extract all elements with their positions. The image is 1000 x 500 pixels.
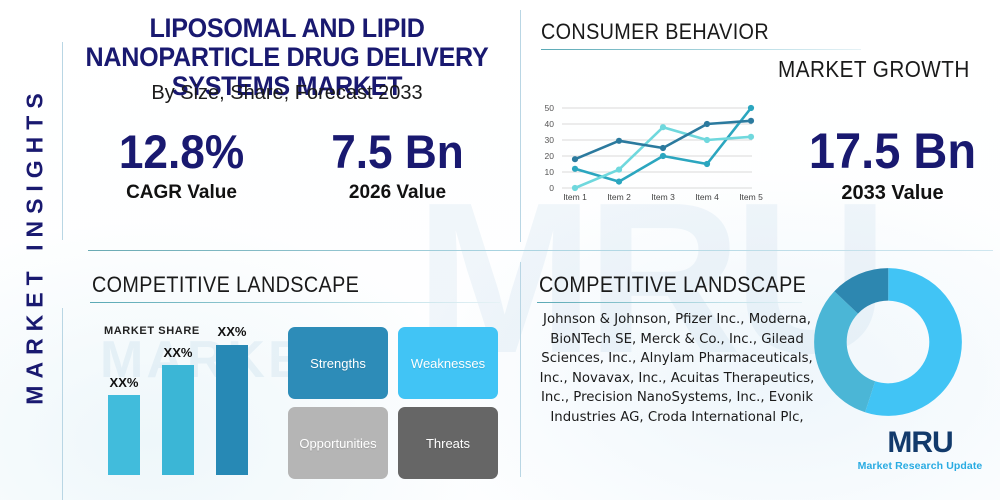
kpi-cagr: 12.8% CAGR Value	[84, 128, 279, 204]
x-tick-item-4: Item 4	[695, 192, 719, 202]
line-chart-svg	[562, 104, 755, 192]
y-tick-30: 30	[544, 135, 554, 145]
line-series-2	[571, 124, 755, 192]
swot-opportunities-label: Opportunities	[299, 435, 377, 451]
bar-2	[162, 365, 194, 475]
page-subtitle: By Size, Share, Forecast 2033	[151, 82, 423, 104]
line-series-3	[571, 104, 755, 185]
market-share-donut-chart	[812, 266, 964, 418]
bar-1-value-label: XX%	[109, 375, 139, 390]
x-tick-item-3: Item 3	[651, 192, 675, 202]
line-series-1	[571, 117, 755, 163]
swot-weaknesses-label: Weaknesses	[410, 355, 486, 371]
kpi-cagr-value: 12.8%	[118, 125, 245, 178]
donut-segment-c	[814, 268, 962, 416]
brand-logo: MRU Market Research Update	[855, 426, 985, 473]
donut-chart-svg	[814, 268, 962, 416]
consumer-behavior-underline	[541, 49, 861, 50]
bar-1	[108, 395, 140, 475]
section-heading-competitive-landscape-left: COMPETITIVE LANDSCAPE	[92, 272, 360, 297]
swot-threats-label: Threats	[425, 435, 471, 451]
consumer-behavior-line-chart: 50 40 30 20 10 0 Item 1 Item 2 Item 3 It…	[534, 100, 763, 208]
market-share-bar-chart: XX% XX% XX%	[104, 324, 274, 475]
sidebar-title: MARKET INSIGHTS	[21, 86, 48, 405]
market-growth-kpi: 17.5 Bn 2033 Value	[790, 126, 995, 205]
logo-tagline: Market Research Update	[857, 460, 983, 472]
section-heading-consumer-behavior: CONSUMER BEHAVIOR	[541, 19, 769, 44]
bar-2-value-label: XX%	[163, 345, 193, 360]
chart-gridlines	[562, 107, 752, 189]
logo-mark: MRU	[887, 426, 953, 459]
swot-strengths[interactable]: Strengths	[288, 327, 388, 399]
x-tick-item-2: Item 2	[607, 192, 631, 202]
kpi-2026: 7.5 Bn 2026 Value	[300, 128, 495, 204]
sidebar: MARKET INSIGHTS	[0, 0, 62, 500]
kpi-2026-label: 2026 Value	[348, 182, 447, 203]
market-growth-value: 17.5 Bn	[808, 123, 977, 179]
x-tick-item-1: Item 1	[563, 192, 587, 202]
section-heading-market-growth: MARKET GROWTH	[778, 56, 970, 82]
y-tick-40: 40	[544, 119, 554, 129]
competitive-landscape-right-underline	[537, 302, 802, 303]
section-heading-competitive-landscape-right: COMPETITIVE LANDSCAPE	[539, 272, 807, 297]
y-tick-0: 0	[549, 183, 554, 193]
bar-3	[216, 345, 248, 475]
kpi-cagr-label: CAGR Value	[126, 182, 237, 203]
x-tick-item-5: Item 5	[739, 192, 763, 202]
page-title: LIPOSOMAL AND LIPID NANOPARTICLE DRUG DE…	[85, 13, 489, 101]
swot-strengths-label: Strengths	[310, 355, 366, 371]
center-divider-top	[520, 10, 521, 242]
bar-3-value-label: XX%	[217, 324, 247, 339]
sidebar-divider-bottom	[62, 308, 63, 500]
swot-opportunities[interactable]: Opportunities	[288, 407, 388, 479]
donut-segment-b	[814, 268, 962, 416]
kpi-2026-value: 7.5 Bn	[331, 125, 464, 178]
competitive-landscape-left-underline	[90, 302, 500, 303]
market-growth-label: 2033 Value	[841, 182, 944, 204]
y-tick-10: 10	[544, 167, 554, 177]
y-tick-20: 20	[544, 151, 554, 161]
donut-segment-a	[814, 268, 962, 416]
center-divider-bottom	[520, 262, 521, 477]
row-divider	[88, 250, 993, 251]
swot-weaknesses[interactable]: Weaknesses	[398, 327, 498, 399]
swot-threats[interactable]: Threats	[398, 407, 498, 479]
companies-list: Johnson & Johnson, Pfizer Inc., Moderna,…	[539, 312, 815, 425]
y-tick-50: 50	[544, 103, 554, 113]
market-share-title: MARKET SHARE	[104, 325, 200, 337]
sidebar-divider-top	[62, 42, 63, 240]
